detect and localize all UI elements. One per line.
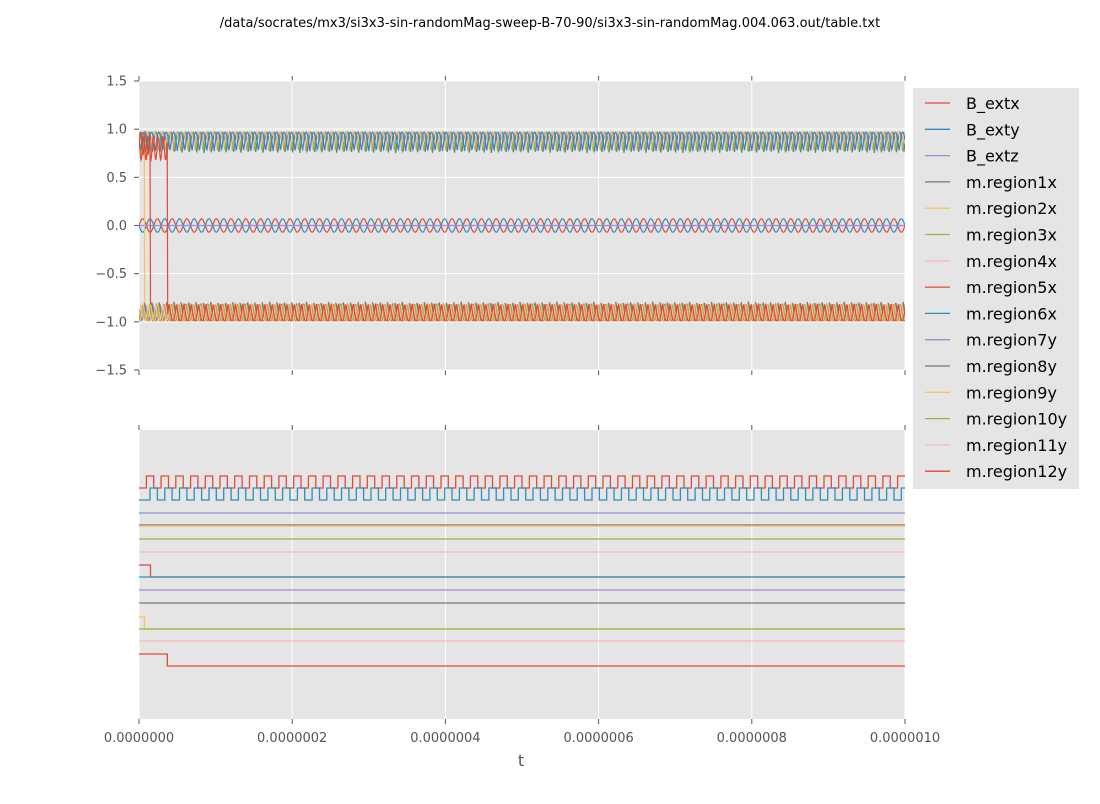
x-tick-label: 0.0000008 (717, 731, 787, 746)
legend-label: m.region1x (966, 173, 1057, 192)
legend-label: B_exty (966, 120, 1020, 140)
chart-title: /data/socrates/mx3/si3x3-sin-randomMag-s… (220, 16, 880, 31)
legend-box (913, 88, 1079, 489)
y-tick-label: −1.0 (95, 315, 127, 330)
x-tick-label: 0.0000010 (870, 731, 940, 746)
legend-label: B_extz (966, 147, 1019, 167)
y-tick-label: −0.5 (95, 267, 127, 282)
y-tick-label: 0.5 (106, 171, 127, 186)
series-line-m-region4x (139, 131, 905, 149)
legend-label: m.region7y (966, 331, 1057, 350)
series-line-m-region3x (139, 131, 905, 152)
legend-label: m.region9y (966, 383, 1057, 402)
legend-label: m.region4x (966, 252, 1057, 271)
y-tick-label: 0.0 (106, 219, 127, 234)
trace-B_exty (139, 487, 905, 501)
y-tick-label: 1.0 (106, 123, 127, 138)
legend-label: m.region5x (966, 278, 1057, 297)
legend-label: m.region12y (966, 462, 1067, 481)
x-tick-label: 0.0000000 (104, 731, 174, 746)
legend-label: m.region10y (966, 410, 1067, 429)
series-line-m-region6x (139, 131, 905, 152)
y-tick-label: 1.5 (106, 75, 127, 90)
x-axis-label: t (518, 751, 524, 770)
top-axes: 1.5 1.0 0.5 0.0 −0.5 −1.0 −1.5 (95, 75, 906, 379)
legend: B_extx B_exty B_extz m.region1x m.region2x m.… (913, 88, 1079, 489)
x-tick-label: 0.0000004 (410, 731, 480, 746)
series-line-m-region12y (139, 135, 905, 322)
bottom-plot-area (139, 430, 905, 719)
legend-label: m.region6x (966, 304, 1057, 323)
legend-label: m.region2x (966, 199, 1057, 218)
y-tick-label: −1.5 (95, 364, 127, 379)
legend-label: m.region3x (966, 226, 1057, 245)
x-tick-label: 0.0000006 (563, 731, 633, 746)
bottom-axes: 0.0000000 0.0000002 0.0000004 0.0000006 0.00… (104, 425, 940, 746)
trace-m-region12y (139, 653, 905, 667)
legend-label: m.region8y (966, 357, 1057, 376)
legend-label: m.region11y (966, 436, 1067, 455)
x-tick-label: 0.0000002 (257, 731, 327, 746)
legend-label: B_extx (966, 94, 1020, 114)
